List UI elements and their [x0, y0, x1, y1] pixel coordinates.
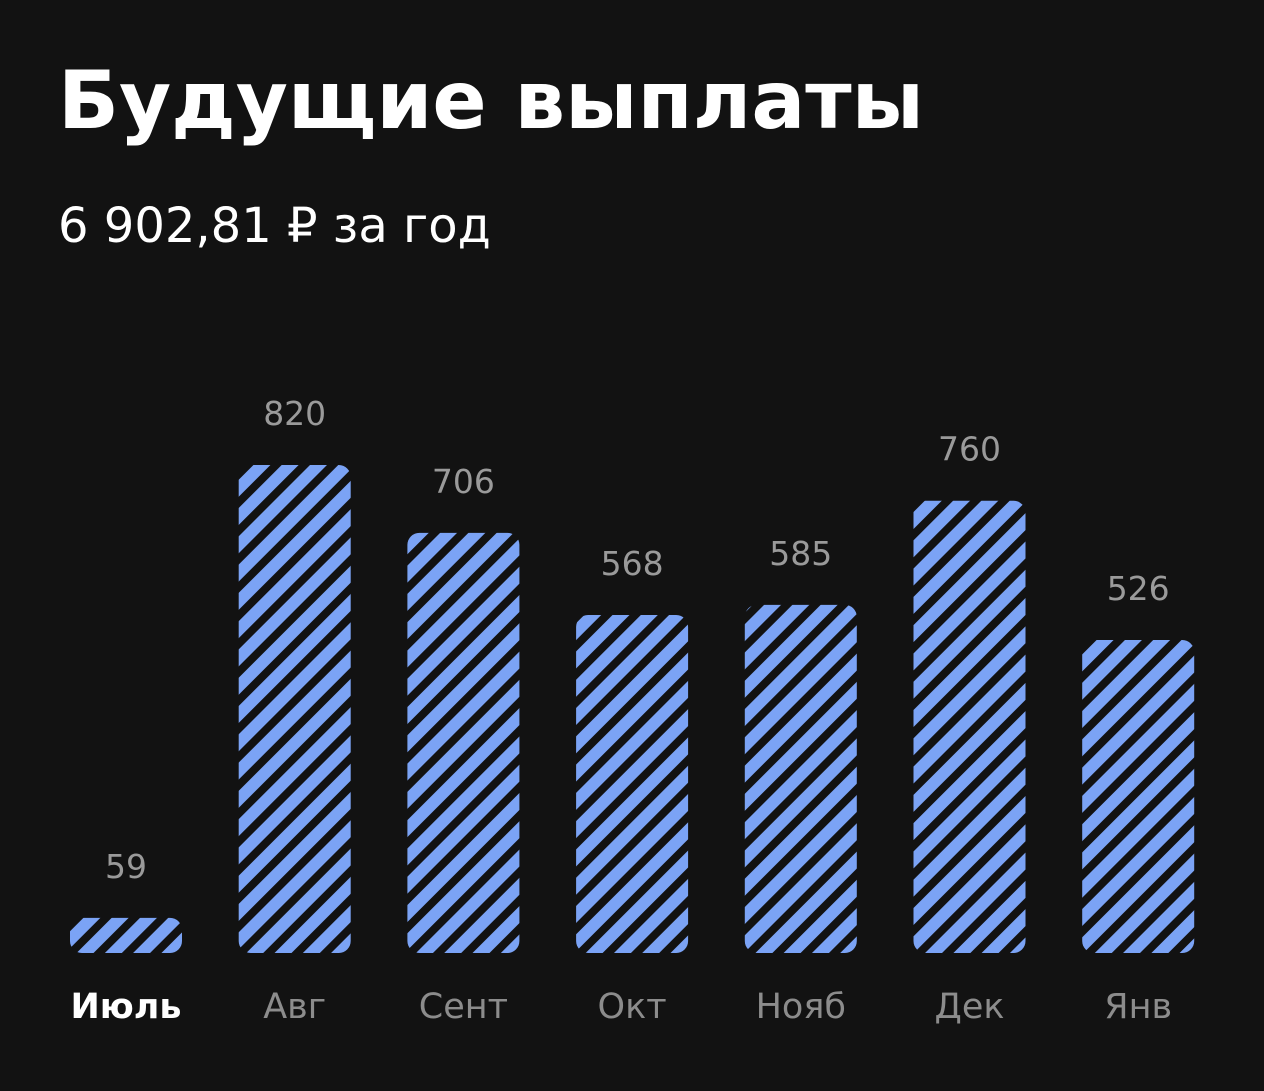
- value-label: 760: [938, 430, 1001, 469]
- bar: [407, 532, 520, 953]
- value-label: 820: [263, 394, 326, 433]
- value-label: 706: [432, 462, 495, 501]
- x-tick-label: Июль: [70, 987, 181, 1027]
- value-label: 568: [601, 544, 664, 583]
- bar: [238, 465, 351, 953]
- x-tick-label: Янв: [1104, 987, 1172, 1027]
- bar: [744, 604, 857, 953]
- bar: [576, 614, 689, 953]
- value-label: 526: [1107, 569, 1170, 608]
- x-tick-label: Сент: [419, 987, 508, 1027]
- x-tick-label: Окт: [598, 987, 667, 1027]
- x-tick-label: Нояб: [756, 987, 846, 1027]
- chart-subtitle: 6 902,81 ₽ за год: [58, 198, 491, 254]
- x-tick-label: Дек: [934, 987, 1004, 1027]
- chart-title: Будущие выплаты: [58, 54, 924, 147]
- value-label: 585: [769, 534, 832, 573]
- bar: [913, 500, 1026, 953]
- value-label: 59: [105, 847, 147, 886]
- bar: [70, 917, 182, 953]
- bar: [1082, 639, 1195, 953]
- x-tick-label: Авг: [263, 987, 326, 1027]
